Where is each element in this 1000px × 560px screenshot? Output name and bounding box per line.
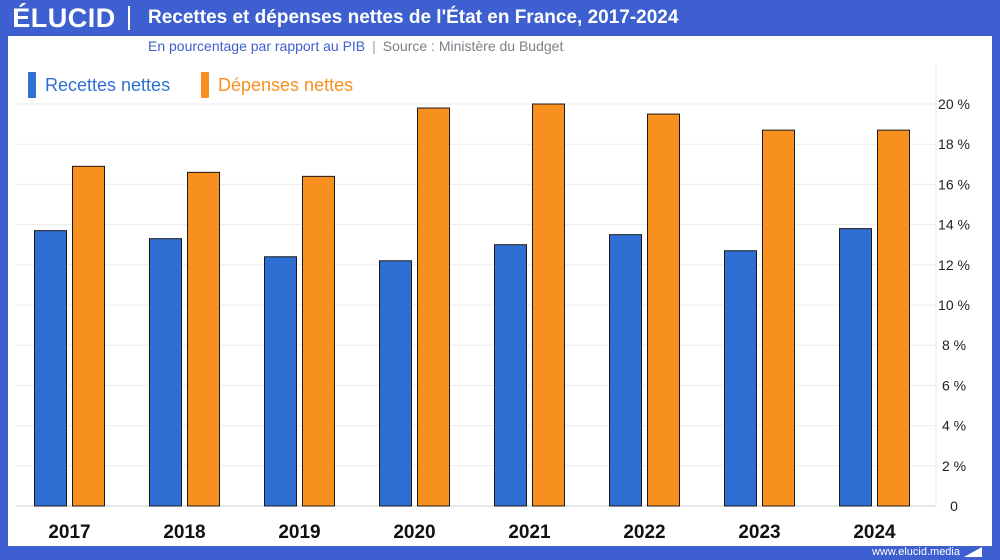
y-tick-label: 14 % (938, 217, 970, 233)
bar-depenses (647, 113, 680, 507)
unit-label: En pourcentage par rapport au PIB (148, 38, 366, 54)
source-label: Source : Ministère du Budget (382, 38, 564, 54)
legend-swatch (201, 72, 209, 98)
bar-depenses (532, 103, 565, 507)
bar-depenses (877, 129, 910, 507)
brand-logo: ÉLUCID (12, 3, 116, 33)
x-tick-label: 2024 (853, 522, 896, 543)
bar-recettes (839, 228, 872, 507)
legend-label: Recettes nettes (45, 75, 170, 95)
bar-recettes (34, 230, 67, 507)
bar-depenses (187, 171, 220, 507)
subtitle-separator: | (372, 38, 376, 54)
chart-title: Recettes et dépenses nettes de l'État en… (148, 7, 679, 28)
y-tick-label: 12 % (938, 257, 970, 273)
x-tick-label: 2023 (738, 522, 780, 543)
x-tick-label: 2017 (48, 522, 90, 543)
bar-recettes (149, 238, 182, 507)
header-bar: ÉLUCID Recettes et dépenses nettes de l'… (0, 0, 1000, 36)
x-tick-label: 2021 (508, 522, 551, 543)
website-url: www.elucid.media (871, 546, 960, 558)
y-tick-label: 10 % (938, 297, 970, 313)
bar-chart: 0 2 % 4 % 6 % 8 % 10 % 12 % 14 % 16 % 18 % 20 % 201… (16, 64, 970, 543)
y-tick-label: 18 % (938, 136, 970, 152)
y-tick-label: 20 % (938, 96, 970, 112)
x-tick-label: 2018 (163, 522, 205, 543)
x-tick-label: 2019 (278, 522, 320, 543)
bar-recettes (264, 256, 297, 507)
chart-panel: En pourcentage par rapport au PIB | Source… (8, 36, 992, 546)
bar-depenses (762, 129, 795, 507)
legend-label: Dépenses nettes (218, 75, 353, 95)
chart-subtitle: En pourcentage par rapport au PIB | Source… (148, 38, 563, 54)
y-tick-label: 6 % (942, 377, 966, 393)
y-tick-label: 2 % (942, 458, 966, 474)
y-tick-label: 4 % (942, 418, 966, 434)
bar-recettes (724, 250, 757, 507)
y-tick-label: 8 % (942, 337, 966, 353)
bar-recettes (609, 234, 642, 507)
y-tick-label: 16 % (938, 176, 970, 192)
bar-recettes (494, 244, 527, 507)
brand-mark-icon (964, 547, 982, 557)
legend-swatch (28, 72, 36, 98)
bar-recettes (379, 260, 412, 507)
x-tick-label: 2022 (623, 522, 665, 543)
x-tick-label: 2020 (393, 522, 435, 543)
y-tick-label: 0 (950, 498, 958, 514)
logo-divider (128, 6, 130, 30)
bar-depenses (417, 107, 450, 507)
bar-depenses (72, 165, 105, 507)
bar-depenses (302, 175, 335, 507)
